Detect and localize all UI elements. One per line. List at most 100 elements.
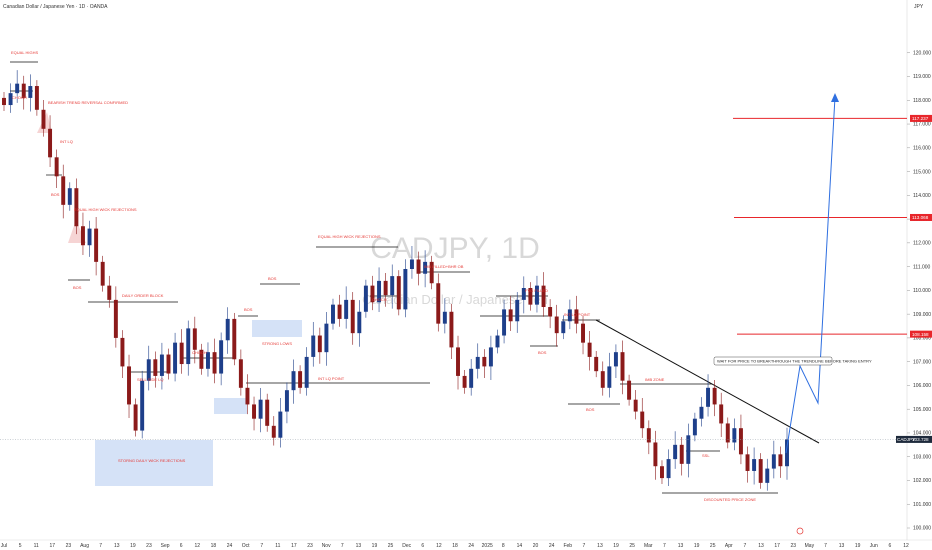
- x-tick-label: 7: [663, 543, 666, 549]
- candle-body: [284, 390, 289, 412]
- target-level-tag: [910, 114, 932, 122]
- x-tick-label: Jun: [870, 543, 878, 549]
- candle-body: [660, 466, 664, 479]
- x-axis-ticks: Jul 5 11 17 23 Aug 7 13 19 23 Sep 6 12 18 24 Oct 7 11 17 23…: [1, 543, 909, 549]
- y-tick-label: 104.000: [913, 431, 931, 437]
- candle-body: [449, 311, 454, 348]
- candle-body: [120, 337, 125, 367]
- candle-body: [2, 97, 6, 106]
- candle-body: [692, 418, 697, 436]
- annotation-sell-side-lq: SELL SIDE LQ: [137, 377, 164, 382]
- candle-body: [567, 309, 572, 322]
- x-tick-label: Mar: [644, 543, 653, 549]
- annotations: EQUAL HIGHS CHOCH BEARISH TREND REVERSAL…: [11, 50, 872, 502]
- candle-body: [34, 86, 39, 110]
- candle-body: [771, 454, 776, 469]
- candle-body: [534, 285, 539, 305]
- candle-body: [646, 428, 651, 443]
- x-tick-label: 25: [629, 543, 635, 549]
- candle-body: [765, 468, 770, 483]
- candle-body: [153, 359, 158, 376]
- candle-body: [179, 342, 184, 365]
- strong-wick-rejection-zone: [95, 440, 213, 486]
- candle-body: [87, 228, 92, 246]
- x-tick-label: 12: [436, 543, 442, 549]
- candle-body: [396, 276, 401, 310]
- structure-lines: [10, 61, 820, 494]
- annotation-strong-lows: STRONG LOWS: [262, 341, 292, 346]
- x-tick-label: 7: [341, 543, 344, 549]
- candle-body: [219, 340, 224, 374]
- candle-body: [94, 228, 99, 262]
- candle-body: [653, 442, 658, 467]
- candle-body: [679, 444, 684, 464]
- candle-body: [383, 280, 388, 296]
- candle-body: [127, 366, 131, 405]
- candle-body: [377, 280, 382, 303]
- candlesticks: [2, 70, 789, 491]
- candle-body: [495, 335, 500, 348]
- annotation-fvg-filled: FVG FILLED: [525, 288, 548, 293]
- candle-body: [778, 454, 783, 467]
- y-tick-label: 115.000: [913, 169, 931, 175]
- candle-body: [225, 318, 230, 341]
- x-tick-label: 19: [130, 543, 136, 549]
- candle-body: [331, 304, 335, 324]
- candle-body: [561, 321, 566, 334]
- candle-body: [107, 285, 112, 300]
- y-tick-label: 117.000: [913, 122, 931, 128]
- target-level-label: 117.237: [912, 116, 929, 121]
- candle-body: [594, 356, 599, 372]
- candle-body: [785, 439, 789, 467]
- candle-body: [725, 423, 730, 443]
- x-tick-label: Sep: [161, 543, 170, 549]
- candle-body: [298, 371, 303, 388]
- candle-body: [600, 371, 605, 388]
- candle-body: [732, 428, 737, 443]
- y-tick-label: 103.000: [913, 454, 931, 460]
- x-tick-label: 19: [613, 543, 619, 549]
- candle-body: [54, 157, 59, 177]
- candle-body: [488, 347, 493, 367]
- candle-body: [133, 404, 138, 431]
- target-level-label: 108.158: [912, 332, 929, 337]
- x-tick-label: 18: [452, 543, 458, 549]
- candle-body: [508, 309, 513, 322]
- annotation-bos-1: BOS: [51, 192, 60, 197]
- candle-body: [61, 176, 66, 205]
- candle-body: [423, 261, 428, 274]
- y-axis-ticks: 100.000 101.000 102.000 103.000 104.000 105.0…: [907, 50, 931, 532]
- y-tick-label: 120.000: [913, 50, 931, 56]
- candle-body: [192, 328, 197, 350]
- y-tick-label: 105.000: [913, 407, 931, 413]
- candle-body: [686, 435, 691, 464]
- candle-body: [541, 285, 546, 308]
- x-tick-label: 19: [855, 543, 861, 549]
- goto-realtime-icon[interactable]: [796, 527, 804, 535]
- candle-body: [587, 342, 592, 357]
- candle-body: [758, 459, 763, 483]
- descending-trendline: [595, 319, 820, 444]
- y-tick-label: 106.000: [913, 383, 931, 389]
- x-tick-label: 13: [114, 543, 120, 549]
- candle-body: [199, 349, 204, 369]
- candle-body: [581, 323, 585, 343]
- x-tick-label: 7: [824, 543, 827, 549]
- candle-body: [186, 328, 191, 365]
- annotation-discounted-price-zone: DISCOUNTED PRICE ZONE: [704, 497, 756, 502]
- candle-body: [442, 311, 447, 324]
- candle-body: [712, 387, 717, 405]
- y-tick-label: 109.000: [913, 312, 931, 318]
- annotation-equal-high-wick-rejections-2: EQUAL HIGH WICK REJECTIONS: [318, 234, 381, 239]
- annotation-int-lq-point-2: INT LQ POINT: [564, 312, 591, 317]
- annotation-choch-3: CHOCH: [372, 297, 387, 302]
- x-tick-label: 11: [275, 543, 280, 549]
- y-tick-label: 116.000: [913, 146, 931, 152]
- x-tick-label: May: [805, 543, 815, 549]
- candle-body: [232, 318, 237, 360]
- x-tick-label: 23: [66, 543, 72, 549]
- candle-body: [311, 335, 316, 357]
- y-tick-label: 108.000: [913, 336, 931, 342]
- candle-body: [620, 352, 625, 381]
